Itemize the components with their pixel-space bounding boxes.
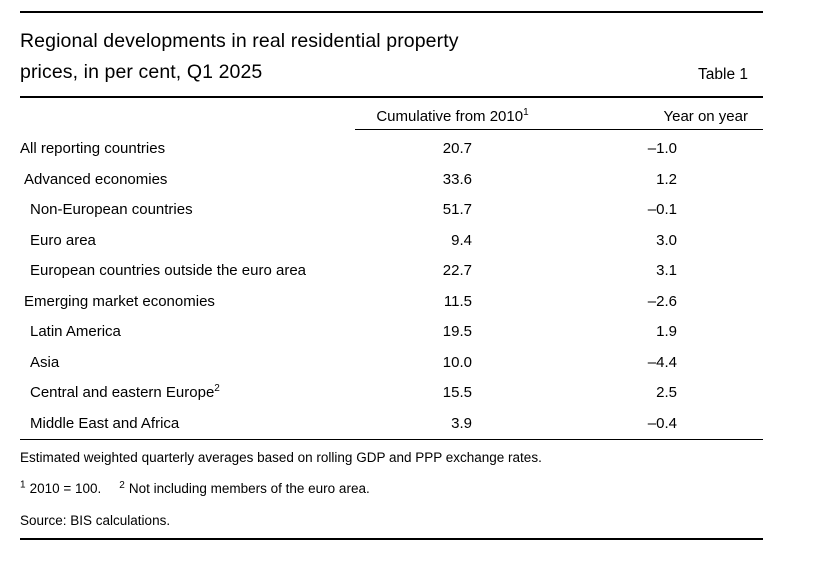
table-row: Emerging market economies 11.5 –2.6 — [20, 287, 763, 318]
year-on-year-value: –4.4 — [647, 353, 677, 371]
footnote-1-text: 2010 = 100. — [29, 481, 102, 496]
methodology-note: Estimated weighted quarterly averages ba… — [20, 450, 542, 465]
table-number-label: Table 1 — [698, 66, 748, 83]
footnotes-line: 1 2010 = 100. 2 Not including members of th… — [20, 480, 763, 497]
cumulative-value: 33.6 — [442, 170, 472, 188]
table-row: Advanced economies 33.6 1.2 — [20, 165, 763, 196]
cumulative-value: 11.5 — [443, 292, 472, 310]
table-row: All reporting countries 20.7 –1.0 — [20, 134, 763, 165]
row-label: Emerging market economies — [24, 292, 215, 310]
table-row: Non-European countries 51.7 –0.1 — [20, 195, 763, 226]
cumulative-value: 3.9 — [451, 414, 472, 432]
column-header-cumulative: Cumulative from 20101 — [355, 104, 550, 130]
year-on-year-value: 3.0 — [656, 231, 677, 249]
body-separator-rule — [20, 439, 763, 441]
cumulative-value: 15.5 — [442, 384, 472, 401]
source-note: Source: BIS calculations. — [20, 513, 171, 528]
row-label-footnote-marker: 2 — [214, 383, 220, 394]
title-line-1: Regional developments in real residentia… — [20, 30, 459, 52]
year-on-year-value: 3.1 — [656, 262, 677, 279]
bottom-rule — [20, 538, 763, 540]
year-on-year-value: –0.1 — [647, 201, 677, 218]
year-on-year-value: 1.9 — [656, 323, 677, 340]
row-label: Non-European countries — [30, 201, 193, 218]
cumulative-value: 51.7 — [442, 201, 472, 218]
row-label: Advanced economies — [24, 170, 168, 188]
table-row: Central and eastern Europe2 15.5 2.5 — [20, 378, 763, 409]
table-row: Asia 10.0 –4.4 — [20, 348, 763, 379]
year-on-year-value: –2.6 — [647, 292, 677, 310]
row-label: Asia — [30, 353, 60, 371]
table-row: European countries outside the euro area… — [20, 256, 763, 287]
cumulative-value: 22.7 — [442, 262, 472, 279]
footnote-2-text: Not including members of the euro area. — [128, 481, 370, 496]
column-header-underline-rule — [355, 129, 763, 131]
row-label: Middle East and Africa — [30, 414, 180, 432]
data-rows: All reporting countries 20.7 –1.0 Advanc… — [20, 134, 763, 439]
year-on-year-value: 1.2 — [656, 170, 677, 188]
year-on-year-value: 2.5 — [656, 384, 677, 401]
top-rule — [20, 11, 763, 13]
cumulative-value: 20.7 — [442, 140, 472, 157]
table-row: Middle East and Africa 3.9 –0.4 — [20, 409, 763, 440]
row-label: Latin America — [30, 323, 121, 340]
table-row: Euro area 9.4 3.0 — [20, 226, 763, 257]
title-separator-rule — [20, 96, 763, 98]
row-label: European countries outside the euro area — [30, 262, 307, 279]
year-on-year-value: –1.0 — [647, 140, 677, 157]
year-on-year-value: –0.4 — [647, 414, 677, 432]
title-line-2: prices, in per cent, Q1 2025 — [20, 61, 263, 83]
cumulative-value: 9.4 — [451, 231, 472, 249]
footnote-2-marker: 2 — [119, 479, 125, 491]
column-header-cumulative-text: Cumulative from 2010 — [376, 108, 524, 125]
page-title: Regional developments in real residentia… — [20, 26, 580, 88]
row-label-text: Central and eastern Europe — [30, 384, 215, 401]
cumulative-value: 19.5 — [442, 323, 472, 340]
footnote-1-marker: 1 — [20, 479, 26, 491]
row-label: Euro area — [30, 231, 96, 249]
table-row: Latin America 19.5 1.9 — [20, 317, 763, 348]
cumulative-value: 10.0 — [442, 353, 472, 371]
column-header-cumulative-footnote-marker: 1 — [523, 107, 529, 118]
row-label: Central and eastern Europe2 — [20, 378, 355, 409]
row-label: All reporting countries — [20, 140, 166, 157]
column-header-year-on-year: Year on year — [663, 108, 748, 125]
